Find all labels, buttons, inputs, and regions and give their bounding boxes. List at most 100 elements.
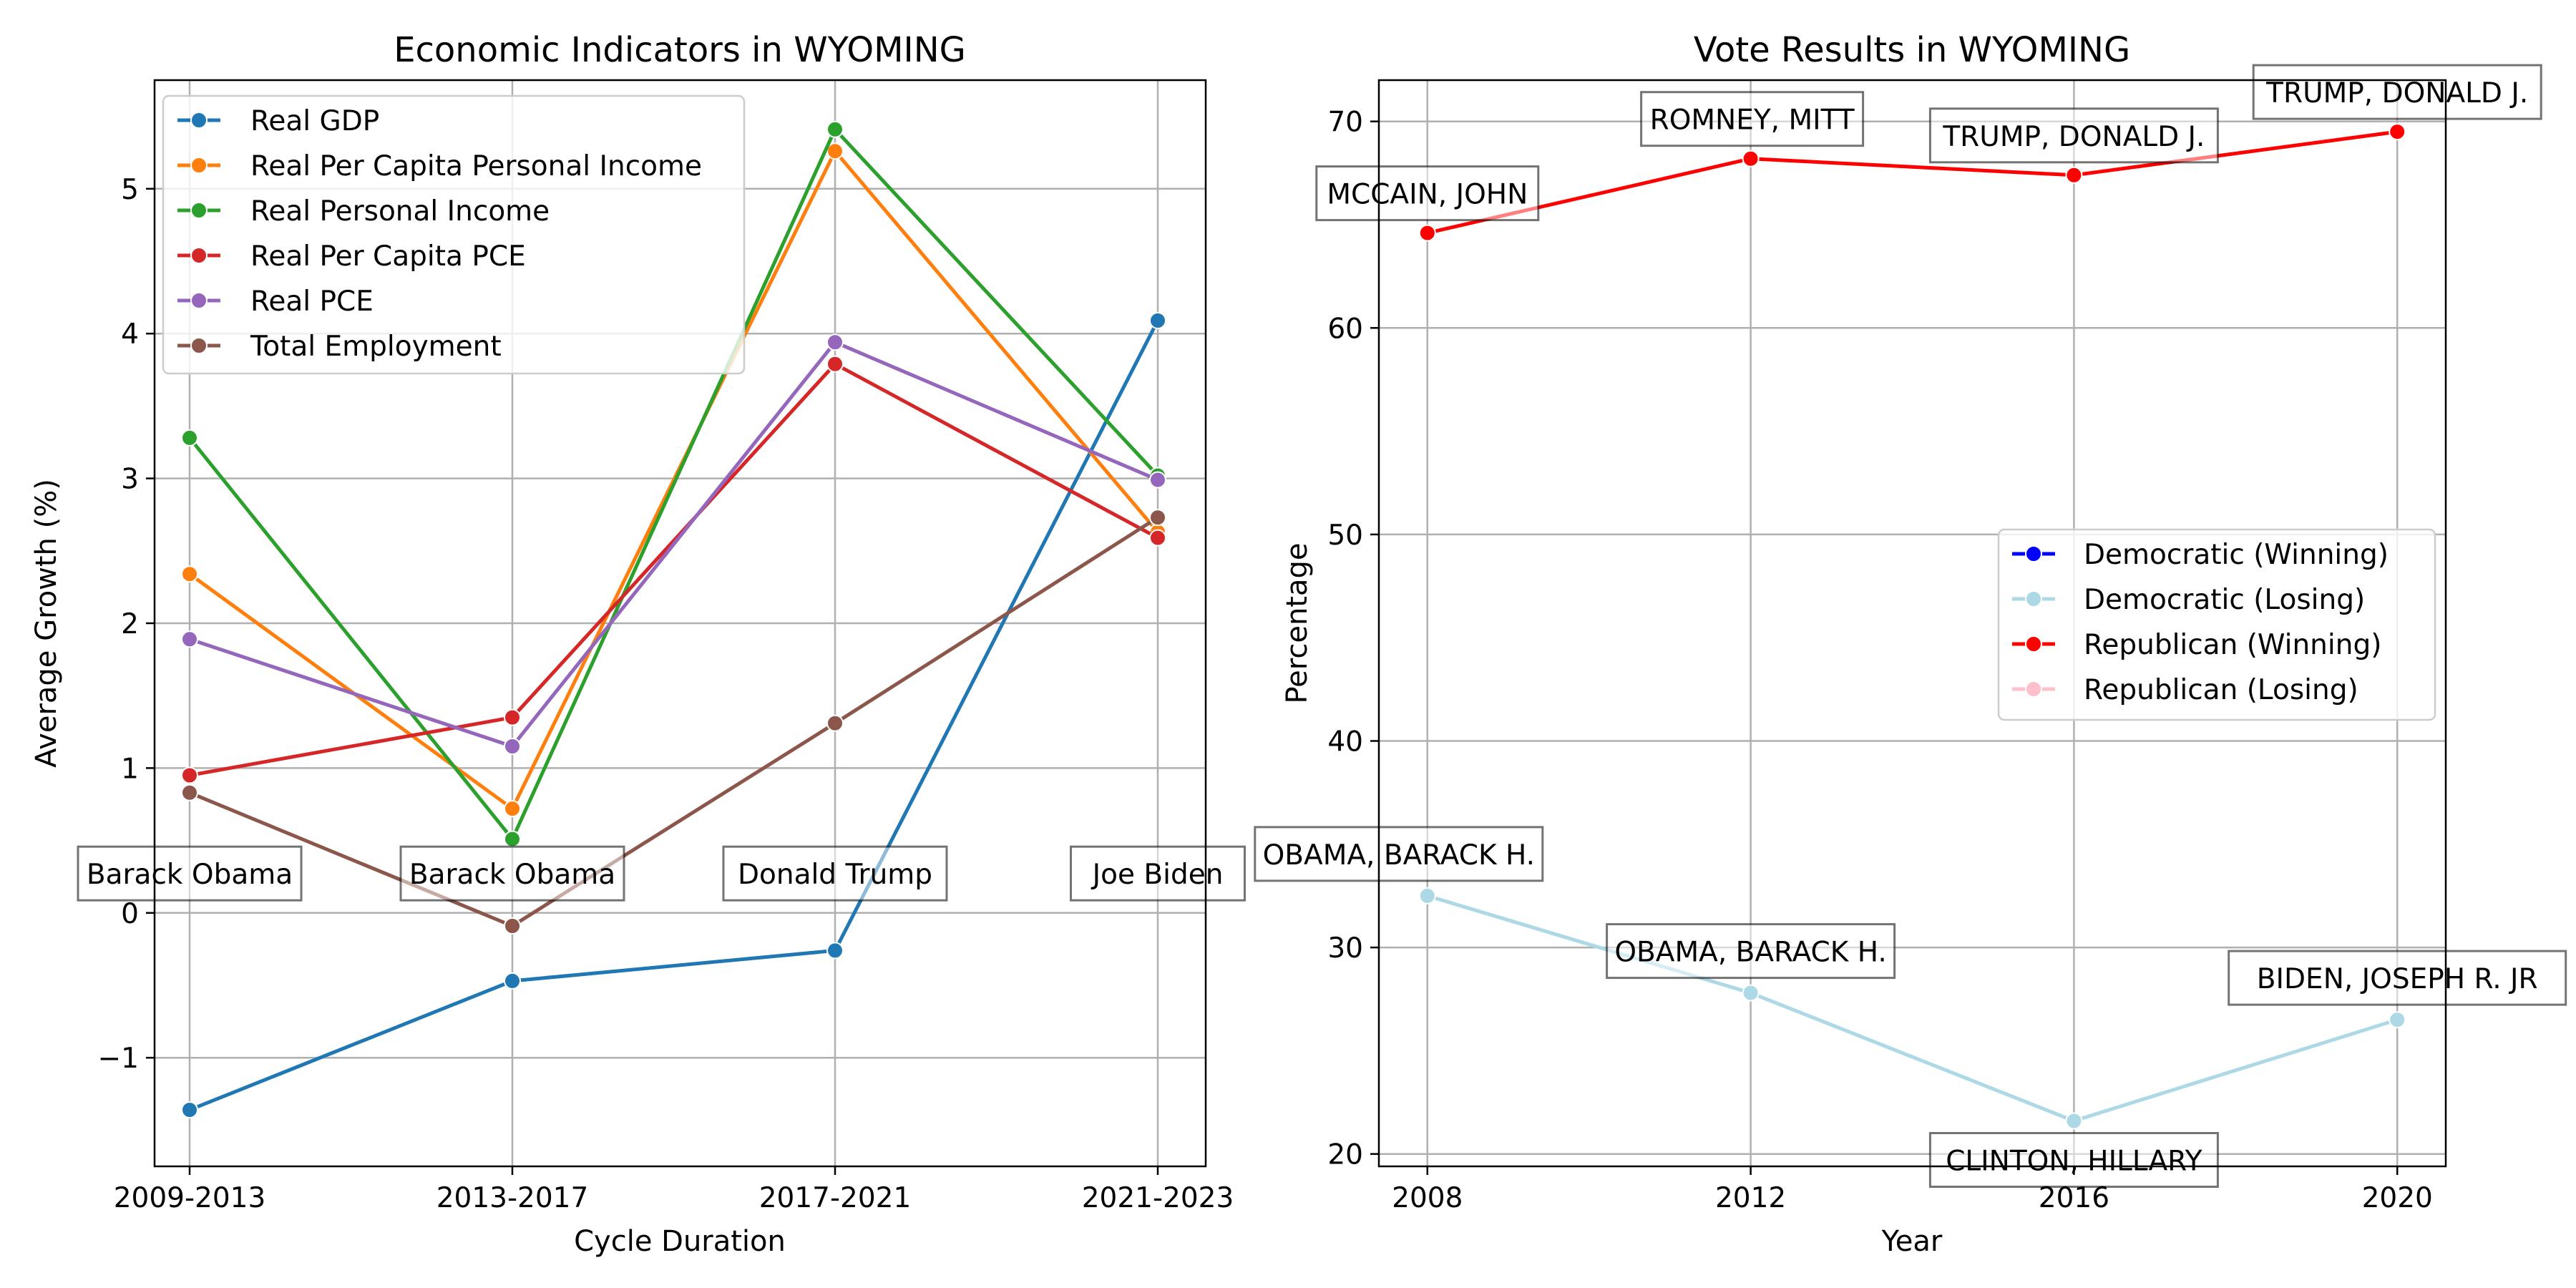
candidate-label-box [2228,950,2567,1006]
candidate-label-box [2252,64,2542,120]
data-point [1149,471,1166,489]
x-axis-ticks: 2008 2012 2016 2020 [1392,1166,2433,1214]
x-tick-label: 2012 [1715,1182,1786,1214]
y-tick-label: 0 [121,898,139,930]
data-point [504,917,521,935]
candidate-annotations: MCCAIN, JOHN ROMNEY, MITT TRUMP, DONALD J.… [1254,64,2567,1188]
y-tick-label: 3 [121,464,139,496]
data-point [2065,1112,2083,1130]
data-point [1418,224,1436,242]
legend-entry-label: Real GDP [250,105,379,137]
data-point [2389,123,2406,141]
data-point [2065,166,2083,184]
legend-entry-label: Real Per Capita Personal Income [250,150,702,182]
series-lines [181,120,1166,1119]
x-tick-label: 2008 [1392,1182,1463,1214]
annotation-box [1070,845,1246,902]
data-point [181,784,198,801]
data-point [826,120,844,138]
y-tick-label: 60 [1327,313,1363,345]
annotation-box [722,845,948,902]
legend-swatch-marker [2025,590,2042,608]
y-axis-label: Average Growth (%) [30,479,63,768]
legend-frame [1997,528,2436,721]
series-line-3 [189,362,1159,777]
legend: Real GDP Real Per Capita Personal Income R… [162,94,746,375]
annotation-label: Barack Obama [409,859,615,891]
series-lines [1418,123,2406,1130]
y-tick-label: 4 [121,318,139,351]
candidate-label-box [1928,1132,2219,1188]
data-point [1742,984,1760,1002]
y-tick-label: 70 [1327,107,1363,139]
legend-entry-label: Real PCE [250,286,374,318]
x-axis-ticks: 2009-2013 2013-2017 2017-2021 2021-2023 [114,1166,1234,1214]
y-tick-label: 1 [121,753,139,785]
data-point [1149,312,1166,329]
x-tick-label: 2021-2023 [1082,1182,1234,1214]
annotation-box [77,845,303,902]
legend-swatch-marker [190,112,208,129]
annotation-box [399,845,625,902]
legend-swatch-marker [190,337,208,354]
legend-entry-label: Republican (Losing) [2084,674,2358,706]
chart-title: Vote Results in WYOMING [1694,30,2130,70]
legend-swatch-marker [2025,545,2042,562]
vote-results-chart: MCCAIN, JOHN ROMNEY, MITT TRUMP, DONALD J.… [1254,30,2567,1258]
x-tick-label: 2017-2021 [759,1182,912,1214]
y-axis-ticks: −1 0 1 2 3 4 5 [98,174,155,1075]
candidate-label: ROMNEY, MITT [1650,104,1855,137]
data-point [1418,887,1436,904]
series-line-0 [1427,130,2398,235]
legend-frame [162,94,746,375]
legend-entry-label: Real Per Capita PCE [250,240,526,273]
y-tick-label: 40 [1327,726,1363,758]
data-point [504,708,521,726]
data-point [181,565,198,583]
legend-entry-label: Democratic (Winning) [2084,539,2389,571]
data-point [826,714,844,732]
candidate-label-box [1254,826,1544,882]
legend-entry-label: Democratic (Losing) [2084,584,2365,616]
candidate-label-box [1640,91,1865,147]
y-tick-label: 50 [1327,519,1363,552]
candidate-label: MCCAIN, JOHN [1327,179,1528,211]
candidate-label: BIDEN, JOSEPH R. JR [2257,963,2538,995]
legend-swatch-marker [2025,680,2042,698]
data-point [2389,1011,2406,1029]
x-tick-label: 2013-2017 [436,1182,589,1214]
legend-swatch-marker [2025,635,2042,653]
data-point [1149,529,1166,547]
plot-frame [1377,79,2447,1168]
legend-swatch-marker [190,202,208,219]
data-point [181,1101,198,1119]
y-tick-label: 5 [121,174,139,206]
y-axis-label: Percentage [1281,542,1314,703]
x-tick-label: 2009-2013 [114,1182,266,1214]
legend-swatch-marker [190,247,208,264]
x-axis-label: Cycle Duration [574,1225,786,1258]
data-point [181,630,198,648]
data-point [504,800,521,818]
candidate-label: OBAMA, BARACK H. [1263,839,1535,872]
data-point [1149,509,1166,527]
candidate-label-box [1315,165,1540,222]
legend-swatch-marker [190,157,208,174]
y-tick-label: 20 [1327,1139,1363,1171]
y-tick-label: 30 [1327,932,1363,965]
data-point [826,942,844,960]
y-tick-label: −1 [98,1043,140,1075]
data-point [504,972,521,990]
data-point [1742,150,1760,167]
y-axis-ticks: 20 30 40 50 60 70 [1327,107,1379,1171]
candidate-label-box [1928,107,2219,164]
series-line-0 [189,319,1160,1112]
x-axis-label: Year [1881,1225,1943,1258]
candidate-label-box [1606,923,1896,980]
legend-swatch-marker [190,292,208,309]
data-point [826,142,844,160]
data-point [504,738,521,755]
economic-indicators-chart: Barack Obama Barack Obama Donald Trump Joe … [30,30,1246,1258]
annotation-label: Joe Biden [1091,859,1224,891]
